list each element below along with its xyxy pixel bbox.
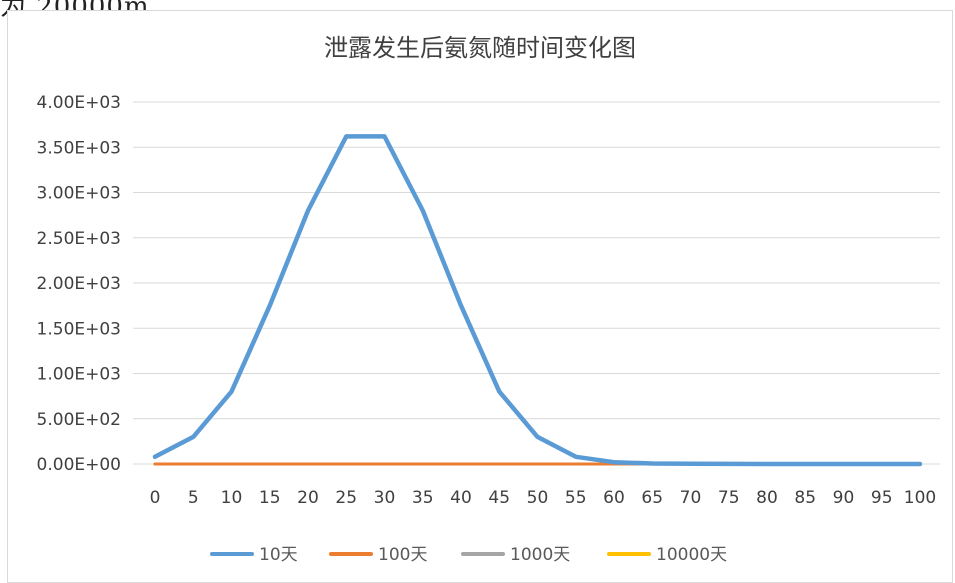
legend-label: 10000天 <box>656 545 727 565</box>
y-tick-label: 2.00E+03 <box>37 274 121 294</box>
x-tick-label: 80 <box>756 488 778 508</box>
x-tick-label: 5 <box>188 488 199 508</box>
x-tick-label: 45 <box>488 488 510 508</box>
y-tick-label: 1.50E+03 <box>37 319 121 339</box>
chart-frame <box>7 10 953 583</box>
y-tick-label: 4.00E+03 <box>37 93 121 113</box>
x-tick-label: 0 <box>150 488 161 508</box>
x-tick-label: 60 <box>603 488 625 508</box>
x-tick-label: 10 <box>221 488 243 508</box>
y-tick-label: 3.50E+03 <box>37 138 121 158</box>
y-tick-label: 3.00E+03 <box>37 184 121 204</box>
x-tick-label: 85 <box>794 488 816 508</box>
x-tick-label: 40 <box>450 488 472 508</box>
x-tick-label: 100 <box>904 488 936 508</box>
x-tick-label: 50 <box>527 488 549 508</box>
x-tick-label: 30 <box>374 488 396 508</box>
legend-label: 100天 <box>378 545 427 565</box>
x-tick-label: 70 <box>680 488 702 508</box>
x-tick-label: 20 <box>297 488 319 508</box>
series-line <box>152 134 923 467</box>
x-tick-label: 15 <box>259 488 281 508</box>
legend-label: 10天 <box>259 545 298 565</box>
x-tick-label: 95 <box>871 488 893 508</box>
y-tick-label: 2.50E+03 <box>37 229 121 249</box>
x-tick-label: 55 <box>565 488 587 508</box>
legend-label: 1000天 <box>510 545 570 565</box>
x-tick-label: 35 <box>412 488 434 508</box>
x-tick-label: 90 <box>833 488 855 508</box>
x-tick-label: 75 <box>718 488 740 508</box>
y-tick-label: 1.00E+03 <box>37 365 121 385</box>
x-tick-label: 65 <box>641 488 663 508</box>
x-tick-label: 25 <box>335 488 357 508</box>
chart-title: 泄露发生后氨氮随时间变化图 <box>324 34 636 62</box>
y-tick-label: 0.00E+00 <box>37 455 121 475</box>
y-tick-label: 5.00E+02 <box>37 410 121 430</box>
